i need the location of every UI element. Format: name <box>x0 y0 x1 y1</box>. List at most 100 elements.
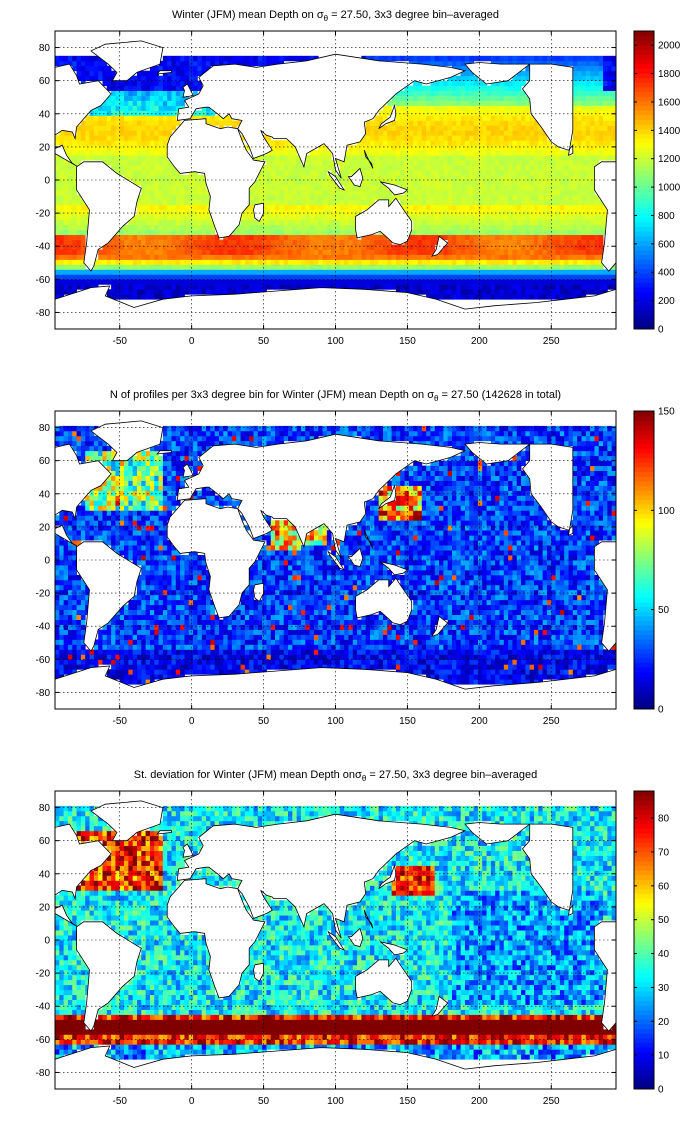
heatmap-cell <box>365 249 371 255</box>
heatmap-cell <box>534 194 539 201</box>
heatmap-cell <box>387 244 392 250</box>
heatmap-cell <box>270 219 276 226</box>
heatmap-cell <box>551 180 556 186</box>
heatmap-cell <box>559 259 565 265</box>
heatmap-cell <box>331 279 336 285</box>
heatmap-cell <box>564 150 569 156</box>
heatmap-cell <box>162 184 168 191</box>
heatmap-cell <box>128 155 134 161</box>
heatmap-cell <box>93 120 99 126</box>
heatmap-cell <box>72 239 77 245</box>
heatmap-cell <box>59 60 65 67</box>
heatmap-cell <box>197 80 203 87</box>
heatmap-cell <box>404 125 410 131</box>
heatmap-cell <box>132 115 138 121</box>
heatmap-cell <box>72 254 77 260</box>
heatmap-cell <box>447 145 453 151</box>
landmass-borneo <box>347 167 364 188</box>
heatmap-cell <box>460 115 466 121</box>
heatmap-cell <box>378 130 384 136</box>
heatmap-cell <box>262 219 267 226</box>
heatmap-cell <box>585 244 591 250</box>
heatmap-cell <box>326 264 332 270</box>
heatmap-cell <box>184 209 190 216</box>
heatmap-cell <box>581 254 587 260</box>
heatmap-cell <box>374 180 380 186</box>
heatmap-cell <box>193 244 198 250</box>
heatmap-cell <box>124 294 129 300</box>
heatmap-cell <box>464 110 470 116</box>
heatmap-cell <box>124 140 129 146</box>
heatmap-cell <box>162 100 168 106</box>
heatmap-cell <box>594 125 600 131</box>
heatmap-cell <box>80 229 86 236</box>
heatmap-cell <box>136 294 142 300</box>
heatmap-cell <box>305 264 311 270</box>
heatmap-cell <box>421 229 427 236</box>
heatmap-cell <box>413 95 418 101</box>
heatmap-cell <box>447 249 453 255</box>
heatmap-cell <box>55 229 60 236</box>
heatmap-cell <box>430 110 436 116</box>
heatmap-cell <box>564 209 569 216</box>
heatmap-cell <box>154 75 159 82</box>
heatmap-cell <box>452 254 457 260</box>
heatmap-cell <box>452 110 457 116</box>
heatmap-cell <box>512 289 518 295</box>
heatmap-cell <box>318 145 323 151</box>
heatmap-cell <box>249 259 254 265</box>
heatmap-cell <box>335 249 341 255</box>
heatmap-cell <box>98 115 103 121</box>
heatmap-cell <box>145 135 151 141</box>
heatmap-cell <box>443 130 449 136</box>
heatmap-cell <box>426 254 431 260</box>
heatmap-cell <box>460 165 466 171</box>
heatmap-cell <box>456 100 462 106</box>
heatmap-cell <box>283 155 289 161</box>
heatmap-cell <box>128 95 134 101</box>
heatmap-cell <box>503 274 509 280</box>
heatmap-cell <box>76 204 82 211</box>
heatmap-cell <box>85 274 90 280</box>
heatmap-cell <box>89 150 95 156</box>
heatmap-cell <box>477 189 483 196</box>
heatmap-cell <box>326 184 332 191</box>
heatmap-cell <box>572 115 578 121</box>
heatmap-cell <box>391 155 397 161</box>
heatmap-cell <box>223 269 229 275</box>
heatmap-cell <box>426 229 431 236</box>
heatmap-cell <box>149 279 155 285</box>
heatmap-cell <box>590 115 595 121</box>
heatmap-cell <box>551 160 556 166</box>
heatmap-cell <box>115 130 121 136</box>
heatmap-cell <box>67 55 73 62</box>
heatmap-cell <box>503 160 509 166</box>
heatmap-cell <box>89 269 95 275</box>
heatmap-cell <box>136 259 142 265</box>
heatmap-cell <box>244 259 250 265</box>
heatmap-cell <box>508 140 513 146</box>
heatmap-cell <box>63 254 69 260</box>
heatmap-cell <box>63 199 69 206</box>
heatmap-cell <box>546 180 552 186</box>
heatmap-cell <box>590 155 595 161</box>
heatmap-cell <box>607 65 613 72</box>
heatmap-cell <box>365 239 371 245</box>
heatmap-cell <box>408 100 414 106</box>
heatmap-cell <box>585 180 591 186</box>
heatmap-cell <box>572 259 578 265</box>
heatmap-cell <box>413 269 418 275</box>
heatmap-cell <box>590 189 595 196</box>
heatmap-cell <box>335 239 341 245</box>
heatmap-cell <box>244 55 250 62</box>
heatmap-cell <box>167 204 172 211</box>
heatmap-cell <box>581 244 587 250</box>
heatmap-cell <box>439 259 444 265</box>
heatmap-cell <box>119 150 125 156</box>
heatmap-cell <box>119 145 125 151</box>
heatmap-cell <box>482 264 487 270</box>
heatmap-cell <box>594 145 600 151</box>
heatmap-cell <box>136 135 142 141</box>
heatmap-cell <box>175 279 181 285</box>
heatmap-cell <box>102 135 108 141</box>
